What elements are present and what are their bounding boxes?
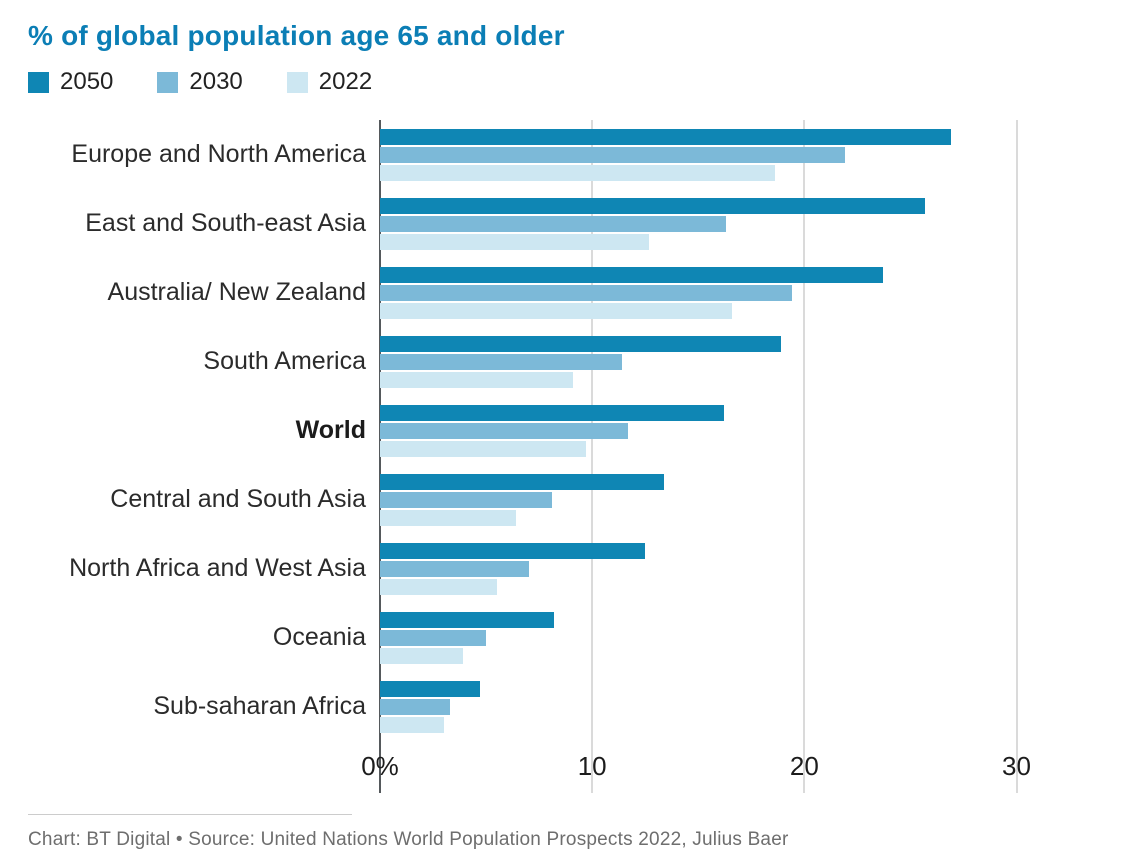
legend-swatch-2030 bbox=[157, 71, 179, 93]
legend-item-2050: 2050 bbox=[28, 68, 113, 96]
chart-row: East and South-east Asia bbox=[28, 189, 1112, 258]
x-axis: 0% 10 20 30 bbox=[361, 741, 1112, 793]
gridline-30 bbox=[1015, 120, 1018, 793]
gridline-20 bbox=[803, 120, 806, 793]
bar-2050 bbox=[380, 404, 724, 421]
bar-2050 bbox=[380, 266, 883, 283]
chart-row: Oceania bbox=[28, 603, 1112, 672]
bar-2030 bbox=[380, 491, 552, 508]
bar-2030 bbox=[380, 146, 845, 163]
bar-2022 bbox=[380, 233, 650, 250]
x-tick-label: 30 bbox=[1002, 751, 1031, 781]
legend-label-2030: 2030 bbox=[189, 68, 243, 95]
chart-row: Central and South Asia bbox=[28, 465, 1112, 534]
bar-2050 bbox=[380, 197, 926, 214]
x-tick-label: 20 bbox=[789, 751, 819, 781]
bar-group bbox=[380, 327, 1112, 396]
bar-2022 bbox=[380, 716, 444, 733]
bar-group bbox=[380, 672, 1112, 741]
chart-row: South America bbox=[28, 327, 1112, 396]
category-label: Australia/ New Zealand bbox=[107, 278, 366, 306]
footer-divider bbox=[28, 814, 352, 815]
bar-2050 bbox=[380, 335, 781, 352]
gridlines bbox=[379, 120, 1112, 793]
gridline-10 bbox=[591, 120, 594, 793]
bar-2050 bbox=[380, 611, 554, 628]
bar-2022 bbox=[380, 440, 586, 457]
legend-item-2022: 2022 bbox=[286, 68, 373, 96]
category-label: South America bbox=[203, 347, 366, 375]
chart-row: North Africa and West Asia bbox=[28, 534, 1112, 603]
bar-2030 bbox=[380, 422, 629, 439]
bar-2050 bbox=[380, 680, 480, 697]
source-note: Chart: BT Digital • Source: United Natio… bbox=[28, 829, 789, 850]
x-tick-label: 0% bbox=[361, 751, 399, 781]
bar-group bbox=[380, 120, 1112, 189]
legend-item-2030: 2030 bbox=[157, 68, 243, 96]
bar-chart: Europe and North America East and South-e… bbox=[28, 120, 1112, 793]
x-tick-label: 10 bbox=[577, 751, 607, 781]
bar-group bbox=[380, 258, 1112, 327]
bar-group bbox=[380, 465, 1112, 534]
bar-group bbox=[380, 603, 1112, 672]
category-label: North Africa and West Asia bbox=[69, 554, 366, 582]
chart-footer: Chart: BT Digital • Source: United Natio… bbox=[28, 814, 1112, 851]
bar-2022 bbox=[380, 509, 516, 526]
bar-group bbox=[380, 534, 1112, 603]
bar-2030 bbox=[380, 353, 622, 370]
bar-2030 bbox=[380, 215, 726, 232]
category-label: Central and South Asia bbox=[110, 485, 366, 513]
bar-2022 bbox=[380, 578, 497, 595]
chart-rows: Europe and North America East and South-e… bbox=[28, 120, 1112, 741]
bar-2022 bbox=[380, 371, 574, 388]
chart-row: Europe and North America bbox=[28, 120, 1112, 189]
axis-zero-line bbox=[379, 120, 381, 793]
legend-swatch-2050 bbox=[28, 71, 49, 93]
category-label: World bbox=[295, 416, 366, 444]
category-label: Oceania bbox=[272, 623, 366, 651]
bar-2050 bbox=[380, 473, 665, 490]
chart-row: World bbox=[28, 396, 1112, 465]
legend-label-2050: 2050 bbox=[60, 68, 114, 95]
chart-title: % of global population age 65 and older bbox=[28, 20, 565, 51]
legend: 2050 2030 2022 bbox=[28, 68, 1112, 96]
legend-label-2022: 2022 bbox=[318, 68, 373, 95]
bar-group bbox=[380, 396, 1112, 465]
bar-2022 bbox=[380, 164, 775, 181]
bar-2030 bbox=[380, 629, 487, 646]
bar-2030 bbox=[380, 284, 792, 301]
bar-2022 bbox=[380, 302, 733, 319]
bar-2030 bbox=[380, 560, 529, 577]
chart-row: Sub-saharan Africa bbox=[28, 672, 1112, 741]
legend-swatch-2022 bbox=[286, 71, 308, 93]
bar-2030 bbox=[380, 698, 451, 715]
category-label: East and South-east Asia bbox=[85, 209, 366, 237]
category-label: Europe and North America bbox=[71, 140, 366, 168]
category-label: Sub-saharan Africa bbox=[153, 692, 366, 720]
bar-group bbox=[380, 189, 1112, 258]
bar-2050 bbox=[380, 542, 646, 559]
bar-2022 bbox=[380, 647, 463, 664]
bar-2050 bbox=[380, 128, 951, 145]
chart-row: Australia/ New Zealand bbox=[28, 258, 1112, 327]
